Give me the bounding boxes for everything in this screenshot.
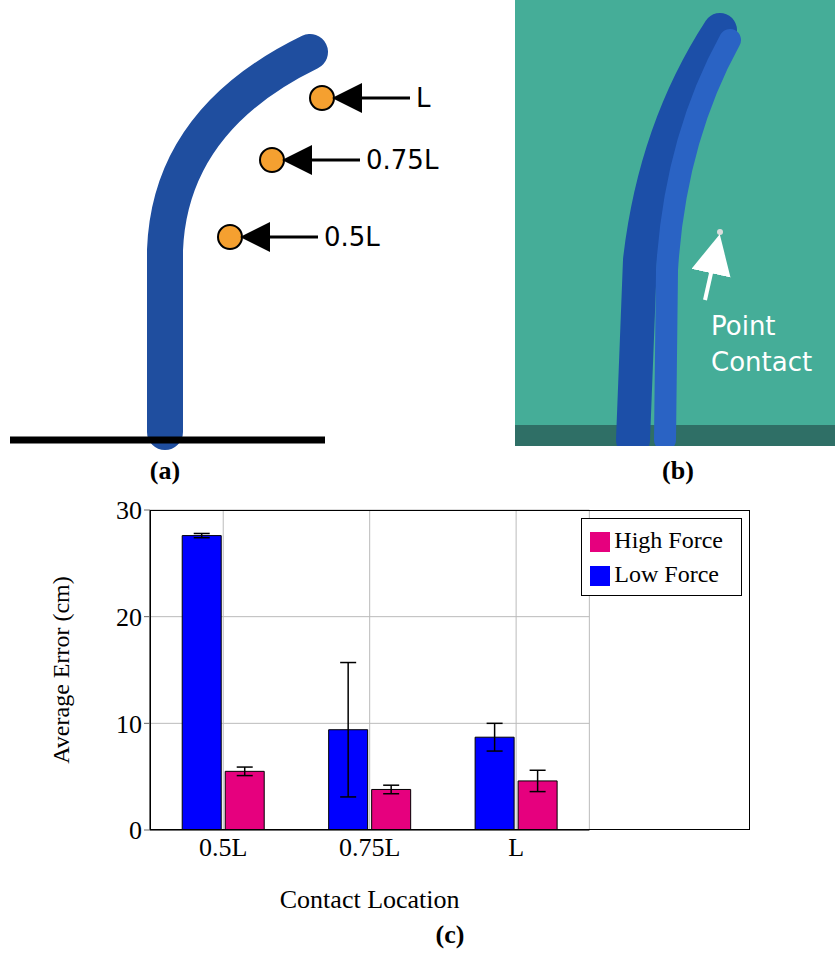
html-text:(a): (a) <box>149 456 181 485</box>
svg-text:0.5L: 0.5L <box>199 833 247 862</box>
svg-text:0.75L: 0.75L <box>366 145 439 175</box>
svg-text:L: L <box>416 83 431 113</box>
svg-text:0: 0 <box>129 816 142 845</box>
svg-text:0.5L: 0.5L <box>324 222 380 252</box>
svg-text:Contact Location: Contact Location <box>280 885 460 914</box>
svg-text:Average Error (cm): Average Error (cm) <box>48 576 74 763</box>
svg-text:Point: Point <box>711 311 776 341</box>
html-text:High Force: High Force <box>614 527 723 553</box>
html-text:Low Force: Low Force <box>614 561 719 587</box>
svg-text:10: 10 <box>116 710 142 739</box>
html-text:(c): (c) <box>435 920 465 949</box>
svg-text:30: 30 <box>116 496 142 525</box>
html-text:(b): (b) <box>662 456 694 485</box>
svg-text:L: L <box>508 833 524 862</box>
svg-text:0.75L: 0.75L <box>339 833 400 862</box>
svg-text:Contact: Contact <box>711 347 812 377</box>
svg-text:20: 20 <box>116 603 142 632</box>
